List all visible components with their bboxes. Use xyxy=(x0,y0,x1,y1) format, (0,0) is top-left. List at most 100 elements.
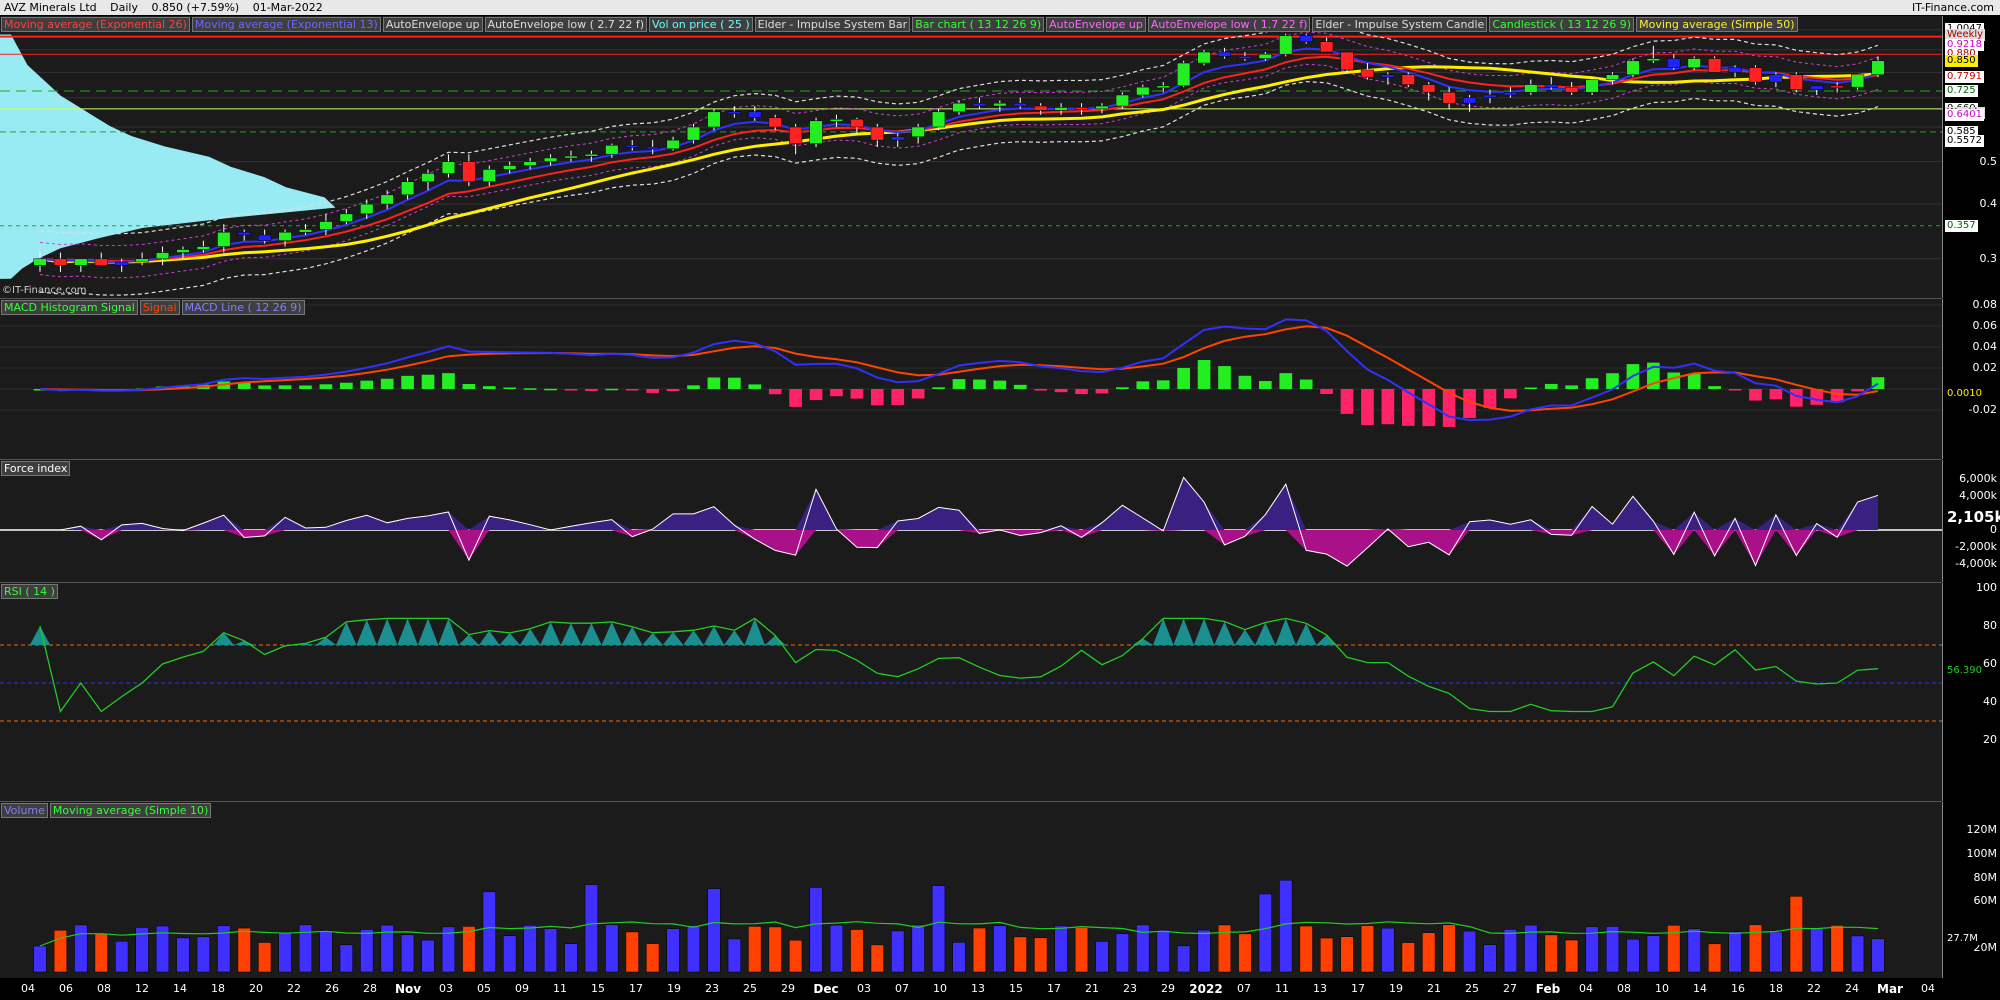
candle-body xyxy=(74,258,88,266)
volume-legend-item[interactable]: Volume xyxy=(1,803,48,818)
rsi-axis[interactable]: 100 80 60 40 20 56.390 xyxy=(1942,583,2000,801)
macd-axis-tick: 0.02 xyxy=(1972,361,1998,374)
price-legend-item[interactable]: AutoEnvelope low ( 1.7 22 f) xyxy=(1147,17,1311,32)
rsi-overbought-fill xyxy=(1255,622,1276,645)
price-legend-item[interactable]: Elder - Impulse System Candle xyxy=(1312,17,1488,32)
candle-body xyxy=(748,111,762,118)
force-last-value: 2,105k xyxy=(1945,510,2000,525)
volume-bar xyxy=(1381,927,1395,973)
candle-body xyxy=(319,221,333,230)
macd-histogram-bar xyxy=(1034,389,1048,391)
date-label: 28 xyxy=(363,982,377,995)
price-axis-tick: 0.4 xyxy=(1979,197,1998,211)
rsi-overbought-fill xyxy=(1275,618,1296,645)
envelope-low-inner xyxy=(39,63,1879,279)
volume-bar xyxy=(1217,924,1232,973)
volume-bar xyxy=(1442,924,1456,973)
macd-legend-item[interactable]: MACD Histogram Signal xyxy=(1,300,138,315)
macd-histogram-bar xyxy=(870,389,884,406)
macd-axis[interactable]: 0.08 0.06 0.04 0.02 -0.02 0.0010 xyxy=(1942,299,2000,459)
volume-axis-tick: 80M xyxy=(1973,870,1998,884)
rsi-overbought-fill xyxy=(356,619,377,645)
macd-histogram-bar xyxy=(1565,385,1578,389)
candle-body xyxy=(380,194,394,205)
volume-bar xyxy=(1667,925,1681,973)
force-chart xyxy=(0,476,1942,567)
force-panel[interactable]: Force index xyxy=(0,460,1942,583)
candle-body xyxy=(1320,41,1334,53)
date-label: 25 xyxy=(743,982,757,995)
macd-histogram-bar xyxy=(1381,389,1395,425)
rsi-legend-item[interactable]: RSI ( 14 ) xyxy=(1,584,58,599)
macd-legend-item[interactable]: MACD Line ( 12 26 9) xyxy=(181,300,305,315)
candle-body xyxy=(258,234,272,241)
volume-bar xyxy=(1585,926,1599,973)
price-legend-item[interactable]: Moving average (Exponential 26) xyxy=(1,17,190,32)
macd-histogram-bar xyxy=(1197,359,1211,389)
candle-body xyxy=(1115,94,1129,107)
candle-body xyxy=(1381,74,1395,78)
macd-histogram-bar xyxy=(1136,381,1150,389)
macd-histogram-bar xyxy=(340,382,353,389)
force-axis[interactable]: 6,000k 4,000k 0 -2,000k -4,000k 2,105k xyxy=(1942,460,2000,582)
price-legend-item[interactable]: Candlestick ( 13 12 26 9) xyxy=(1489,17,1635,32)
volume-bar xyxy=(584,884,598,973)
volume-bar xyxy=(421,939,435,973)
price-legend-item[interactable]: Moving average (Simple 50) xyxy=(1636,17,1798,32)
volume-bar xyxy=(441,926,456,973)
force-axis-tick: 6,000k xyxy=(1959,472,1997,485)
rsi-overbought-fill xyxy=(1234,629,1256,645)
brand: IT-Finance.com xyxy=(1912,1,1994,14)
price-legend-item[interactable]: Elder - Impulse System Bar xyxy=(754,17,911,32)
candle-body xyxy=(1687,58,1701,68)
candle-body xyxy=(1462,97,1477,104)
volume-bar xyxy=(1054,925,1068,973)
candle-body xyxy=(298,229,313,233)
price-legend-item[interactable]: Vol on price ( 25 ) xyxy=(649,17,753,32)
rsi-overbought-fill xyxy=(1214,621,1235,645)
price-legend-item[interactable]: AutoEnvelope low ( 2.7 22 f) xyxy=(484,17,648,32)
date-label: 15 xyxy=(591,982,605,995)
macd-histogram-bar xyxy=(993,380,1007,389)
volume-bar xyxy=(1115,933,1129,973)
macd-histogram-bar xyxy=(1259,381,1272,389)
volume-bar xyxy=(1565,939,1579,973)
volume-panel[interactable]: Volume Moving average (Simple 10) xyxy=(0,802,1942,979)
candle-body xyxy=(1177,62,1191,87)
candle-body xyxy=(1646,58,1660,62)
date-axis[interactable]: 04 06 08 12 14 18 20 22 26 28 Nov 03 05 09 11 15 17 19 23 2… xyxy=(0,978,1942,1000)
volume-bar xyxy=(1136,924,1150,973)
candle-body xyxy=(666,139,680,150)
price-legend: Moving average (Exponential 26) Moving av… xyxy=(1,17,1800,32)
macd-histogram-bar xyxy=(666,389,680,392)
volume-bar xyxy=(605,924,619,973)
force-axis-tick: 4,000k xyxy=(1959,489,1997,502)
macd-legend-item[interactable]: Signal xyxy=(139,300,180,315)
candle-body xyxy=(993,102,1007,107)
price-legend-item[interactable]: AutoEnvelope up xyxy=(1046,17,1146,32)
candle-body xyxy=(870,126,884,141)
rsi-panel[interactable]: RSI ( 14 ) xyxy=(0,583,1942,802)
macd-histogram-bar xyxy=(1177,367,1190,389)
date-label: 04 xyxy=(21,982,35,995)
macd-histogram-bar xyxy=(1667,372,1681,389)
candle-body xyxy=(1401,74,1415,85)
price-panel[interactable]: Moving average (Exponential 26) Moving av… xyxy=(0,16,1942,299)
volume-bar xyxy=(727,938,741,973)
volume-bar xyxy=(952,942,966,973)
candle-body xyxy=(564,155,578,159)
price-axis[interactable]: 0.50.40.31.0047Weekly0.92180.8800.8500.7… xyxy=(1942,16,2000,298)
candle-body xyxy=(1299,35,1313,42)
price-legend-item[interactable]: Bar chart ( 13 12 26 9) xyxy=(912,17,1045,32)
force-legend-item[interactable]: Force index xyxy=(1,461,71,476)
date-label: 20 xyxy=(249,982,263,995)
volume-legend-item[interactable]: Moving average (Simple 10) xyxy=(49,803,212,818)
price-legend-item[interactable]: Moving average (Exponential 13) xyxy=(191,17,381,32)
macd-histogram-bar xyxy=(278,385,292,389)
macd-panel[interactable]: MACD Histogram Signal Signal MACD Line ( 1… xyxy=(0,299,1942,460)
volume-axis[interactable]: 120M 100M 80M 60M 20M 27.7M xyxy=(1942,802,2000,978)
price-legend-item[interactable]: AutoEnvelope up xyxy=(382,17,483,32)
volume-bar xyxy=(1871,938,1885,973)
candle-body xyxy=(217,231,231,247)
date-label: 29 xyxy=(1161,982,1175,995)
